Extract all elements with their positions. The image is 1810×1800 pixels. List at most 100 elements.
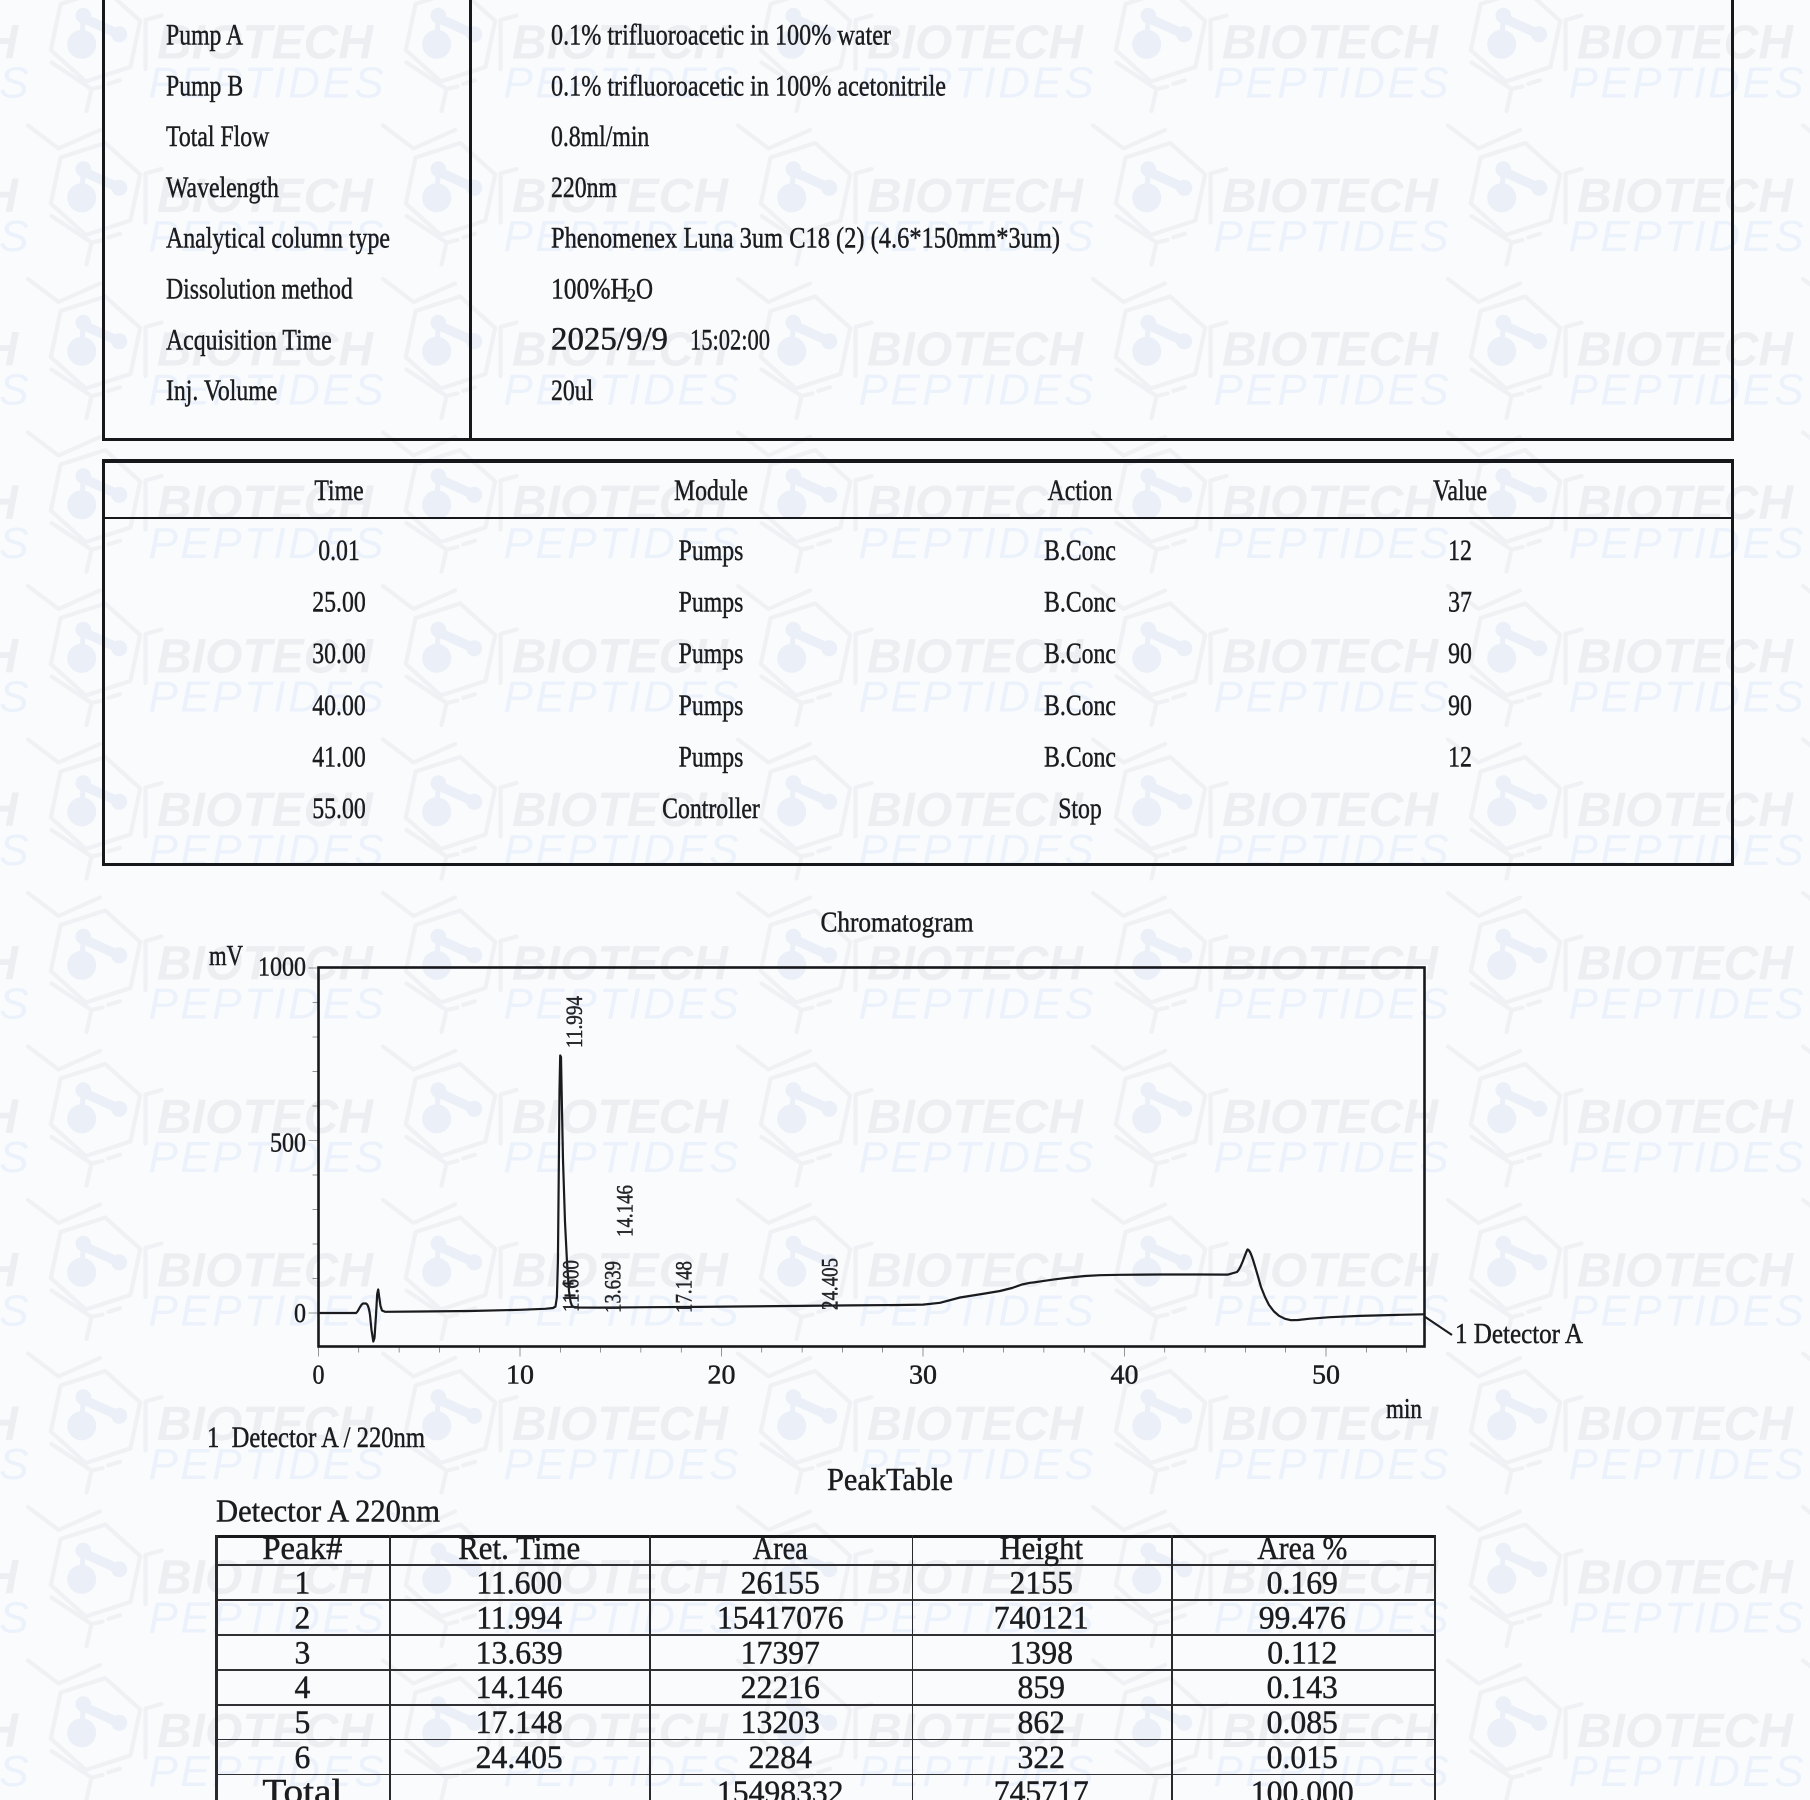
svg-text:Area: Area [753, 1531, 808, 1567]
svg-text:12: 12 [1448, 740, 1472, 773]
svg-text:B.Conc: B.Conc [1044, 689, 1116, 722]
svg-text:745717: 745717 [994, 1775, 1089, 1800]
svg-text:Total: Total [262, 1772, 342, 1800]
svg-text:2155: 2155 [1010, 1566, 1073, 1602]
svg-text:Inj. Volume: Inj. Volume [166, 374, 277, 407]
svg-text:100%H: 100%H [551, 273, 629, 306]
svg-text:2284: 2284 [749, 1740, 812, 1776]
svg-text:24.405: 24.405 [818, 1258, 843, 1310]
svg-text:20: 20 [708, 1360, 736, 1390]
svg-text:0.8ml/min: 0.8ml/min [551, 120, 649, 153]
svg-text:3: 3 [294, 1635, 310, 1671]
svg-text:0.143: 0.143 [1267, 1670, 1338, 1706]
svg-text:0.085: 0.085 [1267, 1705, 1338, 1741]
svg-text:Chromatogram: Chromatogram [821, 907, 974, 939]
svg-text:mV: mV [209, 941, 243, 972]
svg-text:Pumps: Pumps [679, 637, 744, 670]
svg-text:Pumps: Pumps [679, 586, 744, 619]
svg-text:Acquisition Time: Acquisition Time [166, 323, 332, 356]
svg-text:25.00: 25.00 [312, 586, 366, 619]
svg-text:2: 2 [627, 286, 636, 307]
svg-text:0.015: 0.015 [1267, 1740, 1338, 1776]
svg-text:O: O [636, 273, 653, 306]
svg-text:Pump B: Pump B [166, 69, 243, 102]
svg-text:0: 0 [313, 1360, 325, 1390]
svg-text:0.112: 0.112 [1267, 1635, 1337, 1671]
svg-text:6: 6 [294, 1740, 310, 1776]
svg-text:0.1% trifluoroacetic in 100% a: 0.1% trifluoroacetic in 100% acetonitril… [551, 69, 946, 102]
svg-text:40: 40 [1111, 1360, 1139, 1390]
svg-text:220nm: 220nm [551, 171, 617, 204]
svg-text:1 Detector A / 220nm: 1 Detector A / 220nm [207, 1421, 425, 1454]
svg-text:1398: 1398 [1010, 1635, 1073, 1671]
svg-text:15498332: 15498332 [717, 1775, 844, 1800]
svg-text:Controller: Controller [662, 792, 760, 825]
svg-text:Analytical column type: Analytical column type [166, 222, 390, 255]
svg-text:0.1% trifluoroacetic in 100% w: 0.1% trifluoroacetic in 100% water [551, 19, 891, 52]
svg-text:B.Conc: B.Conc [1044, 637, 1116, 670]
svg-text:Stop: Stop [1058, 792, 1102, 825]
svg-text:Action: Action [1048, 474, 1113, 507]
svg-text:Wavelength: Wavelength [166, 171, 279, 204]
svg-text:24.405: 24.405 [476, 1740, 563, 1776]
svg-text:11.994: 11.994 [562, 996, 587, 1048]
svg-text:90: 90 [1448, 689, 1472, 722]
svg-text:Pumps: Pumps [679, 534, 744, 567]
svg-text:17.148: 17.148 [476, 1705, 563, 1741]
svg-text:Pump A: Pump A [166, 19, 243, 52]
svg-text:99.476: 99.476 [1259, 1600, 1346, 1636]
svg-text:PeakTable: PeakTable [827, 1461, 953, 1497]
svg-text:B.Conc: B.Conc [1044, 740, 1116, 773]
svg-text:11.600: 11.600 [559, 1260, 584, 1312]
svg-text:Height: Height [1000, 1531, 1084, 1567]
svg-text:11.994: 11.994 [476, 1600, 562, 1636]
svg-text:13.639: 13.639 [476, 1635, 563, 1671]
svg-text:Pumps: Pumps [679, 740, 744, 773]
svg-text:13.639: 13.639 [601, 1261, 626, 1313]
svg-text:Dissolution method: Dissolution method [166, 273, 353, 306]
svg-text:5: 5 [294, 1705, 310, 1741]
svg-text:2: 2 [294, 1600, 310, 1636]
svg-text:40.00: 40.00 [312, 689, 366, 722]
svg-text:B.Conc: B.Conc [1044, 586, 1116, 619]
svg-text:Time: Time [314, 474, 363, 507]
svg-text:17397: 17397 [741, 1635, 820, 1671]
svg-text:859: 859 [1018, 1670, 1066, 1706]
svg-text:22216: 22216 [741, 1670, 820, 1706]
svg-text:2025/9/9: 2025/9/9 [551, 321, 668, 357]
svg-text:4: 4 [294, 1670, 310, 1706]
svg-text:Value: Value [1433, 474, 1487, 507]
svg-text:Pumps: Pumps [679, 689, 744, 722]
svg-text:0.01: 0.01 [318, 534, 360, 567]
svg-text:14.146: 14.146 [476, 1670, 563, 1706]
svg-text:Detector A 220nm: Detector A 220nm [216, 1493, 440, 1529]
svg-text:0: 0 [294, 1298, 306, 1328]
svg-text:15:02:00: 15:02:00 [690, 323, 770, 356]
svg-text:41.00: 41.00 [312, 740, 366, 773]
svg-text:322: 322 [1018, 1740, 1066, 1776]
svg-text:30.00: 30.00 [312, 637, 366, 670]
svg-text:Module: Module [674, 474, 748, 507]
svg-text:30: 30 [909, 1360, 937, 1390]
svg-text:Phenomenex Luna 3um C18 (2) (4: Phenomenex Luna 3um C18 (2) (4.6*150mm*3… [551, 222, 1060, 255]
svg-text:100.000: 100.000 [1251, 1775, 1354, 1800]
svg-text:Area %: Area % [1257, 1531, 1347, 1567]
svg-text:B.Conc: B.Conc [1044, 534, 1116, 567]
svg-text:10: 10 [506, 1360, 534, 1390]
svg-text:15417076: 15417076 [717, 1600, 844, 1636]
svg-text:17.148: 17.148 [672, 1261, 697, 1313]
svg-text:740121: 740121 [994, 1600, 1089, 1636]
svg-text:1000: 1000 [258, 952, 306, 982]
svg-text:55.00: 55.00 [312, 792, 366, 825]
svg-text:12: 12 [1448, 534, 1472, 567]
svg-text:14.146: 14.146 [613, 1185, 638, 1237]
svg-text:862: 862 [1018, 1705, 1066, 1741]
svg-text:37: 37 [1448, 586, 1472, 619]
svg-text:Total Flow: Total Flow [166, 120, 270, 153]
svg-text:13203: 13203 [741, 1705, 820, 1741]
svg-text:50: 50 [1312, 1360, 1340, 1390]
svg-text:1: 1 [294, 1566, 310, 1602]
svg-text:Peak#: Peak# [262, 1531, 342, 1567]
svg-text:0.169: 0.169 [1267, 1566, 1338, 1602]
svg-text:min: min [1386, 1394, 1422, 1425]
